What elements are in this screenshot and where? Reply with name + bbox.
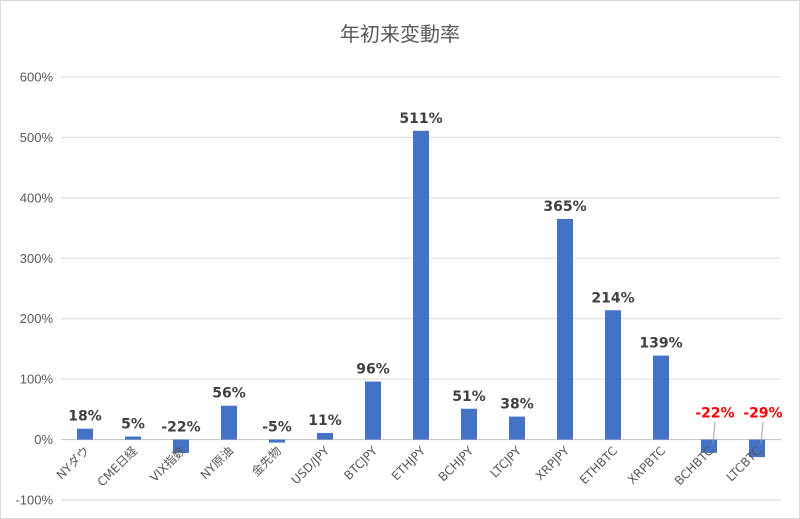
category-label: ETHJPY — [389, 443, 429, 483]
data-label: 51% — [452, 389, 486, 405]
y-tick-label: 300% — [20, 251, 54, 266]
data-label: 18% — [68, 409, 102, 425]
bar — [749, 439, 765, 458]
bars — [77, 130, 765, 458]
category-label: USD/JPY — [289, 443, 333, 487]
bar — [461, 408, 477, 440]
data-labels: 18% 5% -22% 56% -5% 11% 96% 511% 51% 38% 365% 214% 1… — [68, 111, 782, 436]
category-label: BCHBTC — [672, 444, 716, 488]
data-label: 96% — [356, 362, 390, 378]
data-label: 214% — [591, 290, 634, 306]
data-label: -22% — [161, 420, 200, 436]
category-labels: NYダウ CME日経 VIX指数 NY原油 金先物 USD/JPY BTCJPY ETHJPY… — [53, 443, 764, 489]
bar — [509, 416, 525, 440]
data-label: 511% — [399, 111, 442, 127]
y-tick-label: -100% — [15, 493, 53, 508]
data-label: 11% — [308, 413, 342, 429]
category-label: NY原油 — [198, 444, 236, 482]
y-tick-label: 100% — [20, 372, 54, 387]
y-tick-label: 200% — [20, 311, 54, 326]
category-label: 金先物 — [248, 443, 284, 479]
label-leader-lines — [712, 421, 764, 444]
category-label: XRPBTC — [625, 444, 668, 487]
bar — [269, 439, 285, 443]
bar — [221, 405, 237, 440]
category-label: VIX指数 — [146, 443, 188, 485]
y-tick-label: 400% — [20, 190, 54, 205]
category-label: LTCJPY — [487, 443, 524, 480]
data-label: -5% — [262, 420, 292, 436]
bar — [125, 436, 141, 440]
bar — [413, 130, 429, 440]
data-label: -22% — [695, 406, 734, 422]
chart-title: 年初来変動率 — [340, 22, 460, 46]
y-tick-label: 500% — [20, 130, 54, 145]
bar — [605, 310, 621, 440]
label-leader-line — [712, 421, 716, 444]
data-label: 5% — [121, 417, 145, 433]
category-label: ETHBTC — [577, 444, 620, 487]
y-tick-label: 0% — [34, 432, 53, 447]
category-label: BTCJPY — [341, 443, 380, 482]
category-label: CME日経 — [95, 444, 140, 489]
data-label: -29% — [743, 406, 782, 422]
data-label: 365% — [543, 199, 586, 215]
bar — [173, 439, 189, 453]
y-tick-label: 600% — [20, 70, 54, 85]
y-axis-ticks: -100% 0% 100% 200% 300% 400% 500% 600% — [15, 70, 53, 508]
category-label: XRPJPY — [533, 443, 573, 483]
bar — [653, 355, 669, 440]
category-label: BCHJPY — [436, 443, 477, 484]
data-label: 38% — [500, 397, 534, 413]
label-leader-line — [760, 421, 764, 444]
data-label: 139% — [639, 336, 682, 352]
bar — [317, 432, 333, 440]
bar — [557, 219, 573, 440]
bar — [365, 381, 381, 440]
category-label: LTCBTC — [724, 444, 765, 485]
data-label: 56% — [212, 386, 246, 402]
bar — [77, 428, 93, 440]
category-label: NYダウ — [53, 443, 92, 482]
